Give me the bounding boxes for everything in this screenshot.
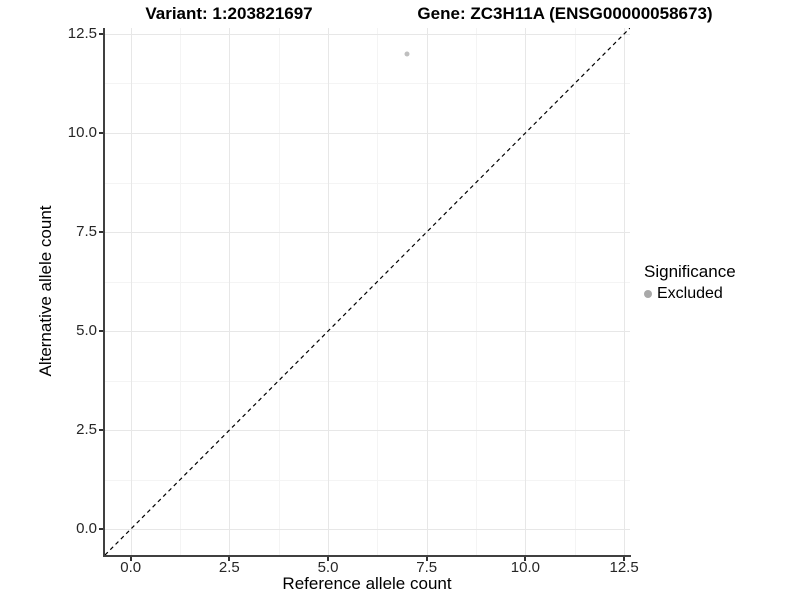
x-axis-tick-label: 5.0 <box>317 559 339 576</box>
y-axis-line <box>103 28 105 557</box>
y-axis-tick-label: 0.0 <box>76 520 97 538</box>
x-axis-tick-label: 10.0 <box>510 559 540 576</box>
gridline-horizontal-minor <box>105 182 630 184</box>
gridline-horizontal-minor <box>105 479 630 481</box>
data-point <box>404 51 410 57</box>
gridline-horizontal-minor <box>105 380 630 382</box>
gridline-horizontal-major <box>105 232 630 234</box>
y-axis-tick-mark <box>99 528 103 531</box>
legend-marker-circle-icon <box>644 290 652 298</box>
gridline-horizontal-major <box>105 331 630 333</box>
gridline-horizontal-major <box>105 529 630 531</box>
gridline-vertical-major <box>130 28 132 555</box>
y-axis-tick-label: 7.5 <box>76 223 97 241</box>
y-axis-tick-mark <box>99 330 103 333</box>
gridline-vertical-major <box>328 28 330 555</box>
x-axis-tick-mark <box>327 557 330 561</box>
gridline-vertical-major <box>229 28 231 555</box>
gridline-horizontal-minor <box>105 83 630 85</box>
plot-panel <box>105 28 630 555</box>
identity-line-dashed <box>105 28 630 555</box>
y-axis-tick-mark <box>99 32 103 35</box>
identity-line-layer <box>105 28 630 555</box>
x-axis-tick-label: 2.5 <box>218 559 240 576</box>
y-axis-tick-mark <box>99 132 103 134</box>
gridline-vertical-major <box>624 28 626 555</box>
y-axis-tick-mark <box>99 429 103 432</box>
x-axis-tick-mark <box>228 557 231 561</box>
gridline-vertical-minor <box>574 28 576 555</box>
y-axis-tick-label: 10.0 <box>67 124 97 141</box>
gridline-horizontal-minor <box>105 281 630 283</box>
gridline-horizontal-major <box>105 33 630 35</box>
plot-title-gene: Gene: ZC3H11A (ENSG00000058673) <box>417 4 713 23</box>
x-axis-tick-label: 12.5 <box>609 559 639 576</box>
x-axis-tick-label: 7.5 <box>416 559 438 576</box>
legend-title: Significance <box>644 262 736 281</box>
legend-item-label: Excluded <box>657 285 723 302</box>
x-axis-line <box>103 555 631 557</box>
gridline-vertical-minor <box>476 28 478 555</box>
y-axis-tick-label: 12.5 <box>67 24 97 42</box>
x-axis-label: Reference allele count <box>282 574 452 593</box>
x-axis-tick-label: 0.0 <box>120 559 142 576</box>
gridline-vertical-minor <box>377 28 379 555</box>
legend: Significance Excluded <box>644 262 736 303</box>
y-axis-tick-label: 2.5 <box>76 421 97 439</box>
x-axis-tick-mark <box>623 557 626 561</box>
legend-items: Excluded <box>644 285 736 303</box>
x-axis-tick-mark <box>524 557 527 561</box>
gridline-vertical-major <box>525 28 527 555</box>
x-axis-tick-mark <box>425 557 428 561</box>
gridline-vertical-major <box>426 28 428 555</box>
y-axis-tick-mark <box>99 231 103 234</box>
gridline-horizontal-major <box>105 133 630 134</box>
gridline-vertical-minor <box>180 28 181 555</box>
x-axis-tick-mark <box>129 557 132 561</box>
legend-item: Excluded <box>644 285 736 303</box>
plot-title-variant: Variant: 1:203821697 <box>145 4 313 23</box>
y-axis-tick-label: 5.0 <box>76 322 97 340</box>
gridline-horizontal-major <box>105 430 630 432</box>
gridline-vertical-minor <box>278 28 280 555</box>
